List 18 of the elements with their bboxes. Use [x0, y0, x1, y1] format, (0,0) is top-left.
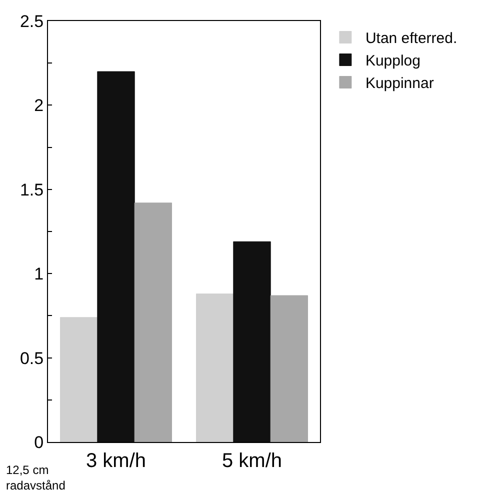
y-tick-label: 2 [34, 96, 44, 116]
y-tick-label: 2.5 [20, 12, 44, 31]
x-tick-label: 3 km/h [86, 450, 146, 472]
y-tick-label: 1 [34, 264, 44, 284]
text: 12,5 cm radavstånd [6, 463, 66, 493]
legend-label: Kuppinnar [365, 75, 434, 92]
x-tick-label: 5 km/h [222, 450, 282, 472]
bar [60, 317, 98, 442]
bar [270, 295, 308, 442]
y-tick-label: 0 [34, 432, 44, 452]
y-tick-label: 0.5 [20, 348, 44, 368]
legend-label: Utan efterred. [365, 30, 458, 48]
bar [134, 202, 172, 442]
bar [196, 294, 234, 442]
bar [233, 241, 271, 442]
y-tick-label: 1.5 [20, 180, 44, 200]
bar [97, 71, 135, 442]
legend-label: Kupplog [365, 52, 421, 70]
